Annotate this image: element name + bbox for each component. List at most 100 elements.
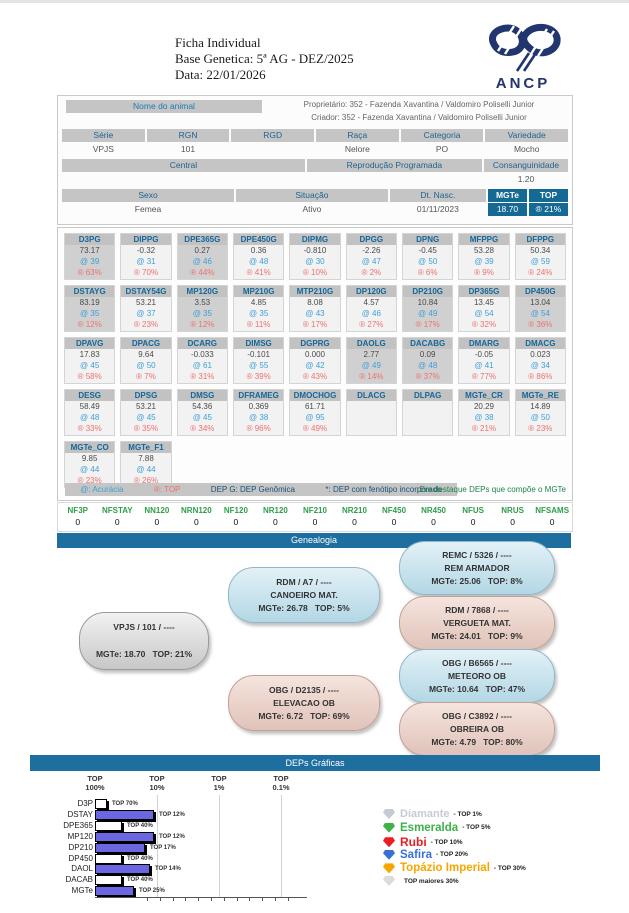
- sexo-header: Sexo: [62, 189, 235, 202]
- chart-bar-DP450: [95, 854, 122, 864]
- axis-tick-label: TOP 10%: [149, 774, 165, 792]
- count-NF450: NF450 0: [374, 503, 414, 531]
- count-NF210: NF210 0: [295, 503, 335, 531]
- pedigree-stats: MGTe: 4.79 TOP: 80%: [431, 736, 523, 747]
- chart-bar-label: TOP 17%: [150, 845, 176, 851]
- dep-cell-DIMSG: DIMSG -0.101 @ 55 ® 39%: [232, 337, 285, 384]
- chart-axis-tick: [224, 897, 225, 901]
- dep-value: 3.53: [194, 298, 211, 307]
- legend-destaque-note: Em destaque DEPs que compõe o MGTe: [419, 485, 566, 494]
- pedigree-name: CANOEIRO MAT.: [270, 589, 338, 600]
- dep-body: 4.85 @ 35 ® 11%: [234, 297, 283, 331]
- dep-body: 4.57 @ 46 ® 27%: [347, 297, 396, 331]
- pedigree-stats: MGTe: 25.06 TOP: 8%: [431, 575, 523, 586]
- count-value: 0: [114, 517, 120, 527]
- dep-cell-DPE450G: DPE450G 0.36 @ 48 ® 41%: [232, 233, 285, 280]
- count-label: NR120: [262, 506, 288, 515]
- dep-top-percent: ® 41%: [246, 268, 271, 277]
- info-row3-headers: Sexo Situação Dt. Nasc. MGTe TOP: [62, 189, 569, 202]
- dep-cell-DCARG: DCARG -0.033 @ 61 ® 31%: [176, 337, 228, 384]
- pedigree-name: REM ARMADOR: [444, 562, 510, 573]
- dep-cell-DIPMG: DIPMG -0.810 @ 30 ® 10%: [289, 233, 341, 280]
- dep-top-percent: ® 31%: [190, 372, 215, 381]
- dep-cell-DMOCHOG: DMOCHOG 61.71 @ 95 ® 49%: [289, 389, 341, 436]
- dep-top-percent: ® 2%: [361, 268, 382, 277]
- dep-accuracy: @ 48: [80, 413, 100, 422]
- legend-top: ®: TOP: [153, 485, 181, 494]
- dep-top-percent: ® 17%: [302, 320, 328, 329]
- chart-category-label: DACAB: [65, 875, 93, 884]
- gem-legend-row-topázio-imperial: Topázio Imperial - TOP 30%: [383, 862, 526, 874]
- info-row1-values: VPJS 101 Nelore PO Mocho: [62, 143, 568, 156]
- dep-label: DLPAG: [402, 390, 453, 401]
- chart-bar-label: TOP 25%: [139, 888, 165, 894]
- dep-label: MGTe_F1: [121, 442, 171, 453]
- dep-top-percent: ® 43%: [302, 372, 328, 381]
- chart-bar-label: TOP 14%: [155, 866, 181, 872]
- dep-top-percent: ® 6%: [417, 268, 438, 277]
- chart-bar-label: TOP 12%: [159, 834, 185, 840]
- dep-label: DMARG: [459, 338, 509, 349]
- gem-top-threshold: TOP maiores 30%: [404, 877, 459, 885]
- diamond-icon: [383, 809, 395, 819]
- chart-category-label: DP450: [68, 854, 93, 863]
- dep-accuracy: @ 55: [249, 361, 269, 370]
- dep-label: DLACG: [346, 390, 396, 401]
- dep-top-percent: ® 11%: [246, 320, 271, 329]
- chart-axis-tick: [211, 897, 212, 901]
- dep-value: 73.17: [79, 246, 100, 255]
- chart-gridline: [281, 795, 282, 897]
- dep-label: DGPRG: [290, 338, 340, 349]
- chart-bar-label: TOP 40%: [127, 823, 153, 829]
- dep-label: DPE450G: [233, 234, 284, 245]
- situacao-header: Situação: [236, 189, 388, 202]
- dep-cell-DFPPG: DFPPG 50.34 @ 59 ® 24%: [514, 233, 566, 280]
- dep-cell-DPE365G: DPE365G 0.27 @ 46 ® 44%: [176, 233, 228, 280]
- dep-top-percent: ® 7%: [136, 372, 156, 381]
- dep-accuracy: @ 54: [474, 309, 494, 318]
- count-value: 0: [510, 517, 515, 527]
- dep-accuracy: @ 44: [136, 465, 156, 474]
- gem-legend-row-maiores: TOP maiores 30%: [383, 876, 459, 886]
- dep-value: 0.36: [250, 246, 267, 255]
- count-label: NFSTAY: [101, 506, 133, 515]
- reproducao-header: Reprodução Programada: [306, 159, 482, 172]
- dep-cell-DGPRG: DGPRG 0.000 @ 42 ® 43%: [289, 337, 341, 384]
- ancp-logo-icon: [489, 24, 561, 72]
- chart-category-label: DPE365: [63, 821, 93, 830]
- dep-cell-DPACG: DPACG 9.64 @ 50 ® 7%: [120, 337, 172, 384]
- dep-value: 83.19: [79, 298, 100, 307]
- central-header: Central: [62, 159, 305, 172]
- count-label: NFUS: [462, 506, 484, 515]
- dep-value: -0.810: [303, 246, 327, 255]
- count-NR450: NR450 0: [414, 503, 454, 531]
- dep-value: -0.32: [136, 246, 156, 255]
- dep-cell-MP120G: MP120G 3.53 @ 35 ® 12%: [176, 285, 228, 332]
- count-NF120: NF120 0: [216, 503, 256, 531]
- dep-body: 0.09 @ 48 ® 37%: [403, 349, 452, 383]
- rgd-value: [231, 143, 314, 156]
- dep-label: DPGG: [346, 234, 396, 245]
- dep-accuracy: @ 38: [249, 413, 269, 422]
- pedigree-node-pgs: REMC / 5326 / ---- REM ARMADOR MGTe: 25.06…: [399, 541, 555, 595]
- chart-category-label: MP120: [67, 832, 93, 841]
- title-line-1: Ficha Individual: [175, 35, 261, 50]
- dep-cell-DSTAYG: DSTAYG 83.19 @ 35 ® 12%: [64, 285, 116, 332]
- dep-value: 50.34: [530, 246, 551, 255]
- dep-body: 0.369 @ 38 ® 96%: [234, 401, 283, 435]
- owner-block: Proprietário: 352 - Fazenda Xavantina / …: [270, 98, 568, 124]
- gem-name: Safira: [400, 848, 432, 861]
- dep-label: MGTe_CO: [65, 442, 115, 453]
- ancp-logo-text: ANCP: [495, 75, 551, 92]
- dep-body: -0.101 @ 55 ® 39%: [234, 349, 283, 383]
- dep-values-panel: D3PG 73.17 @ 39 ® 63% DIPPG -0.32 @ 31 ® 70% DPE…: [57, 227, 573, 501]
- dep-body: 7.88 @ 44 ® 26%: [121, 453, 170, 487]
- count-NR210: NR210 0: [335, 503, 375, 531]
- dep-body: -0.32 @ 31 ® 70%: [121, 245, 170, 279]
- dep-label: MGTe_RE: [515, 390, 565, 401]
- dep-top-percent: ® 77%: [471, 372, 497, 381]
- dep-body: [403, 401, 452, 435]
- dep-label: DPAVG: [65, 338, 115, 349]
- rgn-value: 101: [180, 144, 196, 154]
- dep-value: 0.369: [248, 402, 269, 411]
